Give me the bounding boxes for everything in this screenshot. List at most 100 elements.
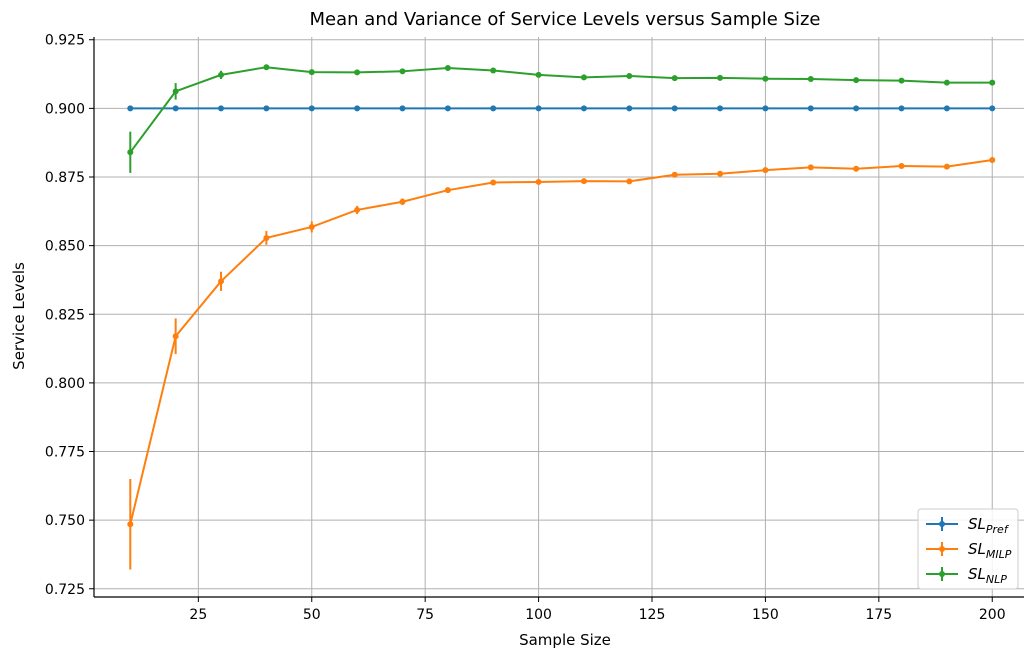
x-ticks: 25 50 75 100 125 150 175 200 [189, 597, 1006, 623]
legend-swatch-marker [939, 546, 945, 552]
x-tick-label: 75 [416, 607, 434, 623]
data-point [354, 69, 361, 76]
data-point [717, 170, 724, 177]
legend-label-main: SL [968, 565, 986, 583]
data-point [444, 65, 451, 72]
series-pref [127, 105, 996, 112]
data-point [717, 105, 724, 112]
x-tick-label: 100 [525, 607, 552, 623]
y-axis-label: Service Levels [10, 262, 28, 370]
data-point [172, 105, 179, 112]
data-point [989, 105, 996, 112]
data-point [853, 77, 860, 84]
series-milp [127, 156, 996, 570]
data-point [263, 234, 270, 241]
legend-label-main: SL [968, 515, 986, 533]
data-point [218, 278, 225, 285]
data-point [263, 105, 270, 112]
data-point [399, 198, 406, 205]
legend-label: SLMILP [968, 540, 1012, 561]
data-point [444, 105, 451, 112]
data-point [308, 105, 315, 112]
data-point [490, 179, 497, 186]
data-point [671, 75, 678, 82]
x-tick-label: 150 [752, 607, 779, 623]
data-point [989, 79, 996, 86]
data-point [626, 72, 633, 79]
legend-swatch-marker [939, 571, 945, 577]
data-point [172, 333, 179, 340]
data-point [444, 187, 451, 194]
legend-label-main: SL [968, 540, 986, 558]
legend-label: SLNLP [968, 565, 1007, 586]
data-point [399, 105, 406, 112]
chart-title: Mean and Variance of Service Levels vers… [310, 9, 821, 30]
y-ticks: 0.725 0.750 0.775 0.800 0.825 0.850 0.875 0.900… [45, 33, 94, 598]
x-tick-label: 25 [189, 607, 207, 623]
data-point [399, 68, 406, 75]
data-point [535, 178, 542, 185]
y-tick-label: 0.875 [45, 170, 85, 186]
y-tick-label: 0.800 [45, 376, 85, 392]
data-point [943, 163, 950, 170]
data-point [671, 105, 678, 112]
x-tick-label: 175 [865, 607, 892, 623]
data-point [626, 105, 633, 112]
axes [93, 37, 1024, 598]
legend-label-subscript: MILP [986, 548, 1012, 561]
legend-label-subscript: Pref [986, 523, 1010, 536]
data-point [580, 105, 587, 112]
data-point [762, 167, 769, 174]
data-point [853, 105, 860, 112]
data-point [218, 105, 225, 112]
x-axis-label: Sample Size [519, 631, 611, 649]
data-point [218, 71, 225, 78]
data-point [354, 206, 361, 213]
legend-label-subscript: NLP [986, 573, 1007, 586]
data-point [580, 178, 587, 185]
series-line [129, 158, 993, 525]
data-point [127, 521, 134, 528]
data-point [853, 165, 860, 172]
x-tick-label: 200 [979, 607, 1006, 623]
legend-swatch-marker [939, 521, 945, 527]
y-tick-label: 0.900 [45, 101, 85, 117]
x-tick-label: 125 [639, 607, 666, 623]
data-point [127, 105, 134, 112]
y-tick-label: 0.725 [45, 582, 85, 598]
data-point [943, 79, 950, 86]
data-point [807, 164, 814, 171]
data-point [807, 76, 814, 82]
data-point [535, 105, 542, 112]
data-point [490, 67, 497, 74]
data-point [308, 223, 315, 230]
data-point [535, 71, 542, 78]
grid [94, 37, 1024, 597]
data-point [717, 74, 724, 81]
data-point [762, 75, 769, 82]
data-point [626, 178, 633, 185]
series-line [129, 66, 993, 153]
data-point [898, 105, 905, 112]
y-tick-label: 0.925 [45, 33, 85, 49]
data-point [671, 171, 678, 178]
legend-label: SLPref [968, 515, 1010, 536]
data-point [172, 88, 179, 95]
data-point [898, 163, 905, 170]
x-tick-label: 50 [303, 607, 321, 623]
series-nlp [127, 64, 996, 173]
data-point [354, 105, 361, 112]
data-point [308, 69, 315, 76]
data-point [580, 74, 587, 81]
y-tick-label: 0.850 [45, 239, 85, 255]
y-tick-label: 0.750 [45, 513, 85, 529]
y-tick-label: 0.825 [45, 307, 85, 323]
data-point [898, 77, 905, 84]
data-point [263, 64, 270, 71]
data-point [762, 105, 769, 112]
y-tick-label: 0.775 [45, 445, 85, 461]
data-point [490, 105, 497, 112]
data-point [127, 149, 134, 156]
